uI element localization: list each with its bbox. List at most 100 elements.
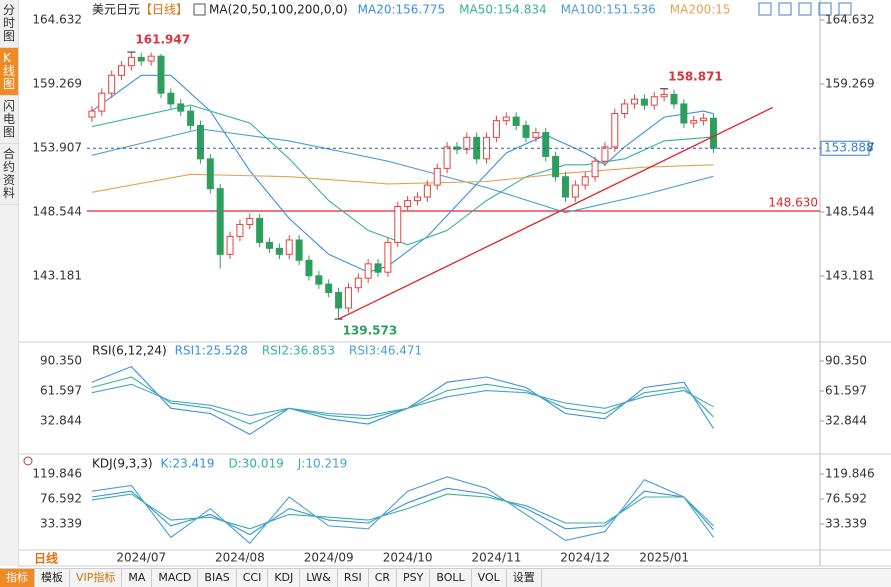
legend-entry: J:10.219 — [297, 457, 348, 471]
candle-body — [256, 218, 264, 243]
support-label: 148.630 — [768, 195, 818, 209]
candle-body — [709, 117, 717, 149]
legend-entry: RSI1:25.528 — [175, 344, 248, 358]
legend-entry: D:30.019 — [228, 457, 283, 471]
candle-body — [88, 110, 96, 118]
toolbar-button[interactable]: MACD — [152, 569, 199, 587]
toolbar-button[interactable]: BIAS — [198, 569, 237, 587]
indicator-line — [91, 383, 714, 417]
candle-body — [542, 132, 550, 157]
candle-body — [325, 283, 333, 294]
candle-body — [690, 120, 698, 124]
candle-body — [631, 98, 639, 105]
candle-body — [98, 92, 106, 112]
candle-body — [196, 124, 204, 160]
sidebar-tab[interactable]: K线图 — [0, 48, 18, 96]
y-tick-label-left: 148.544 — [32, 205, 82, 219]
tool-icon — [838, 2, 852, 16]
chart: 日线 164.632 164.632 159.269 159.269 153.907 153… — [18, 0, 891, 567]
candle-body — [295, 239, 303, 261]
tool-icon — [778, 2, 792, 16]
y-tick-label-left: 33.339 — [40, 516, 82, 530]
y-tick-label: 164.632 — [825, 13, 875, 27]
candle-body — [443, 146, 451, 169]
legend-entry: MA20:156.775 — [358, 3, 446, 17]
period-tab: 日线 — [34, 551, 58, 566]
candle-body — [561, 176, 569, 198]
toolbar-button[interactable]: VOL — [472, 569, 507, 587]
sidebar-tab[interactable]: 闪电图 — [0, 96, 18, 144]
candle-body — [413, 196, 421, 202]
y-tick-label-left: 164.632 — [32, 13, 82, 27]
extreme-label: 161.947 — [135, 33, 190, 47]
toolbar-button[interactable]: 指标 — [0, 569, 35, 587]
candle-body — [660, 93, 668, 98]
toolbar-button[interactable]: VIP指标 — [70, 569, 123, 587]
panel-title: RSI(6,12,24) — [92, 344, 167, 358]
candle-body — [305, 259, 313, 277]
period-label: 【日线】 — [140, 3, 188, 17]
candle-body — [611, 112, 619, 148]
legend-entry: RSI3:46.471 — [349, 344, 422, 358]
y-tick-label: 61.597 — [825, 384, 867, 398]
toolbar-button[interactable]: KDJ — [268, 569, 301, 587]
toolbar-button[interactable]: CR — [369, 569, 398, 587]
toolbar-button[interactable]: 设置 — [507, 569, 542, 587]
candle-body — [108, 74, 116, 94]
candle-body — [364, 263, 372, 279]
legend-entry: MA100:151.536 — [561, 3, 656, 17]
candle-body — [354, 277, 362, 289]
y-tick-label-left: 76.592 — [40, 491, 82, 505]
candle-body — [118, 65, 126, 76]
y-tick-label: 119.846 — [825, 466, 875, 480]
candle-body — [463, 136, 471, 150]
indicator-line — [91, 476, 714, 545]
legend-entry: MA200:15 — [670, 3, 731, 17]
candle-body — [315, 275, 323, 285]
y-tick-label: 90.350 — [825, 354, 867, 368]
candle-body — [552, 155, 560, 178]
candle-body — [177, 103, 185, 112]
sidebar-tab[interactable]: 分时图 — [0, 0, 18, 48]
y-tick-label: 148.544 — [825, 205, 875, 219]
y-tick-label-left: 153.907 — [32, 141, 82, 155]
ma-line — [91, 164, 714, 193]
ma-label: MA(20,50,100,200,0,0) — [209, 3, 348, 17]
candle-body — [394, 206, 402, 243]
toolbar-button[interactable]: PSY — [397, 569, 431, 587]
candle-body — [502, 116, 510, 122]
toolbar-button[interactable]: MA — [122, 569, 153, 587]
candle-body — [335, 292, 343, 309]
toolbar-button[interactable]: CCI — [237, 569, 269, 587]
x-tick-label: 2024/09 — [304, 551, 354, 565]
candle-body — [285, 239, 293, 255]
candle-body — [167, 92, 175, 105]
toolbar-button[interactable]: BOLL — [430, 569, 472, 587]
toolbar-button[interactable]: 模板 — [35, 569, 70, 587]
y-tick-label: 32.844 — [825, 414, 867, 428]
panel-title: KDJ(9,3,3) — [92, 457, 153, 471]
candle-body — [601, 146, 609, 162]
candle-body — [187, 110, 195, 126]
x-tick-label: 2024/08 — [215, 551, 265, 565]
ma-line — [91, 104, 714, 246]
y-tick-label-left: 143.181 — [32, 269, 82, 283]
candle-body — [512, 116, 520, 126]
legend-entry: K:23.419 — [161, 457, 215, 471]
sidebar-tab[interactable]: 合约资料 — [0, 144, 18, 205]
candle-body — [157, 55, 165, 94]
candle-body — [492, 120, 500, 138]
candle-body — [621, 103, 629, 114]
candle-body — [700, 117, 708, 122]
y-tick-label-left: 61.597 — [40, 384, 82, 398]
toolbar-button[interactable]: RSI — [338, 569, 369, 587]
candle-body — [266, 241, 274, 249]
trendline — [338, 106, 773, 320]
toolbar-button[interactable]: LW& — [300, 569, 338, 587]
candle-body — [246, 218, 254, 225]
y-tick-label: 33.339 — [825, 516, 867, 530]
x-tick-label: 2024/10 — [383, 551, 433, 565]
x-tick-label: 2024/07 — [116, 551, 166, 565]
x-tick-label: 2025/01 — [639, 551, 689, 565]
candle-body — [423, 184, 431, 198]
